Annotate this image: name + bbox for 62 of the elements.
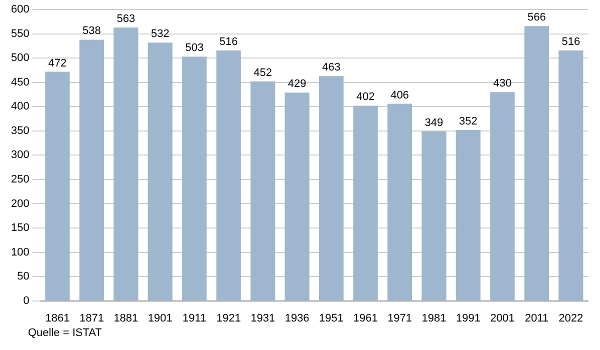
x-tick-label: 1971 — [388, 312, 412, 324]
bar — [318, 76, 344, 300]
y-tick-label: 400 — [10, 100, 30, 113]
x-tick-label: 1981 — [422, 312, 446, 324]
x-tick-label: 1901 — [148, 312, 172, 324]
data-label: 406 — [390, 89, 409, 102]
data-label: 516 — [219, 36, 238, 48]
y-tick-label: 50 — [17, 270, 30, 283]
data-label: 472 — [48, 57, 67, 70]
x-tick-label: 1911 — [182, 312, 206, 324]
y-tick-label: 100 — [10, 246, 30, 258]
bar — [284, 92, 310, 300]
data-label: 430 — [493, 78, 512, 90]
bar — [114, 28, 138, 300]
y-tick-label: 300 — [10, 149, 30, 162]
bar — [422, 131, 446, 300]
data-label: 503 — [185, 42, 204, 54]
bar — [524, 26, 549, 300]
bar — [79, 40, 104, 300]
x-tick-label: 1951 — [319, 312, 344, 324]
y-tick-label: 150 — [10, 222, 30, 234]
y-tick-label: 250 — [10, 174, 30, 186]
x-tick-label: 2001 — [490, 312, 515, 324]
source-note: Quelle = ISTAT — [28, 327, 102, 339]
bar — [148, 42, 172, 300]
bar — [216, 50, 241, 300]
x-tick-label: 2011 — [524, 312, 548, 324]
x-tick-label: 1881 — [114, 312, 138, 324]
x-tick-label: 1961 — [353, 312, 378, 324]
x-tick-label: 1991 — [456, 312, 480, 324]
bar — [353, 106, 378, 300]
data-label: 538 — [82, 25, 101, 38]
bar — [490, 92, 515, 300]
y-tick-label: 200 — [10, 198, 30, 210]
bar — [250, 81, 276, 300]
data-label: 532 — [150, 28, 170, 40]
data-label: 566 — [527, 12, 546, 24]
bar — [558, 50, 584, 300]
bar — [182, 56, 207, 300]
bar — [387, 104, 412, 300]
x-tick-label: 2022 — [558, 312, 584, 324]
bar — [45, 72, 70, 300]
y-tick-label: 500 — [10, 52, 30, 64]
data-label: 349 — [424, 116, 444, 129]
data-label: 429 — [288, 78, 306, 90]
data-label: 516 — [562, 36, 580, 48]
x-tick-label: 1921 — [216, 312, 241, 324]
x-tick-label: 1936 — [284, 312, 310, 324]
y-tick-label: 600 — [10, 4, 30, 16]
data-label: 463 — [322, 62, 340, 74]
bar — [456, 130, 481, 300]
data-label: 563 — [116, 13, 136, 26]
x-tick-label: 1871 — [79, 312, 104, 324]
y-tick-label: 0 — [23, 294, 30, 307]
data-label: 352 — [459, 115, 478, 128]
y-tick-label: 550 — [10, 28, 30, 40]
data-label: 452 — [254, 66, 272, 79]
y-tick-label: 450 — [10, 76, 30, 88]
x-tick-label: 1861 — [45, 312, 70, 324]
y-tick-label: 350 — [10, 124, 30, 137]
data-label: 402 — [356, 91, 375, 104]
x-tick-label: 1931 — [250, 312, 276, 324]
